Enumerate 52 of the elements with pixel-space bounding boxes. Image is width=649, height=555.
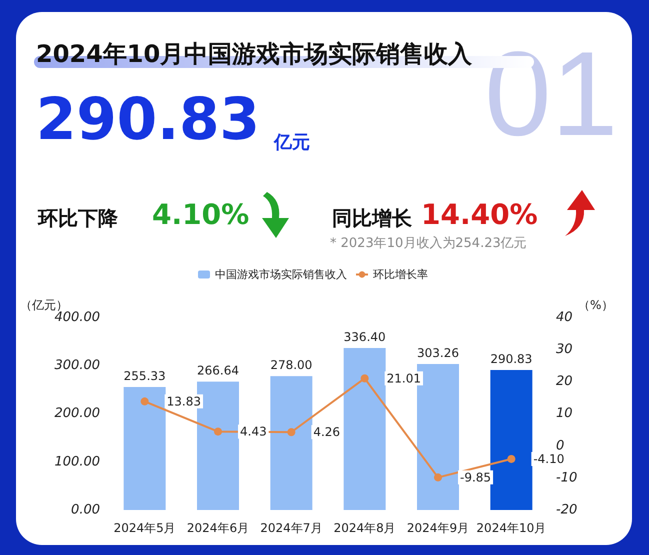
bar [344,348,386,510]
data-label: -9.85 [460,470,492,484]
y2-tick-label: 40 [556,310,573,325]
chart-title: 2024年10月中国游戏市场实际销售收入 [36,39,472,70]
x-tick-label: 2024年6月 [186,521,250,535]
text: 4.10% [152,198,250,231]
y2-tick-label: 10 [556,406,573,422]
point [214,428,222,436]
data-label: 4.26 [313,425,340,440]
point [287,428,296,436]
point [507,454,516,463]
data-label: 21.01 [386,371,422,386]
data-label: 13.83 [166,394,202,408]
x-tick-label: 2024年8月 [334,521,396,535]
data-label: 290.83 [490,352,532,366]
legend-label: 中国游戏市场实际销售收入 [215,268,347,281]
y2-tick-label: -20 [556,502,578,518]
x-tick-label: 2024年5月 [114,521,176,535]
y-tick-label: 200.00 [54,406,100,422]
data-label: -4.10 [533,452,564,466]
text: * 2023年10月收入为254.23亿元 [330,235,527,252]
y2-tick-label: -10 [556,470,578,486]
x-tick-label: 2024年9月 [406,521,470,535]
data-label: 278.00 [270,358,312,372]
y2-axis-title: （%） [578,298,614,312]
point [434,473,442,482]
y-tick-label: 400.00 [54,310,100,325]
y-axis-title: （亿元） [20,298,68,312]
y2-tick-label: 20 [556,374,573,390]
bar [490,370,532,510]
x-tick-label: 2024年10月 [476,521,546,535]
data-label: 4.43 [240,424,267,439]
point [140,397,149,406]
text: 290.83 [36,85,260,153]
bar [124,387,166,510]
y-tick-label: 100.00 [54,454,100,470]
text: 同比增长 [332,205,412,232]
data-label: 266.64 [197,364,239,378]
legend-label: 环比增长率 [373,268,428,281]
text: 14.40% [421,198,538,231]
y2-tick-label: 30 [556,342,573,357]
y2-tick-label: 0 [556,438,564,454]
y-tick-label: 300.00 [54,358,100,374]
text: 亿元 [274,131,310,154]
text: 环比下降 [38,205,118,232]
x-tick-label: 2024年7月 [260,521,322,535]
y-tick-label: 0.00 [71,502,100,518]
bar [270,376,312,510]
data-label: 255.33 [124,369,166,384]
data-label: 336.40 [344,330,386,344]
point [360,374,369,382]
data-label: 303.26 [417,346,459,360]
